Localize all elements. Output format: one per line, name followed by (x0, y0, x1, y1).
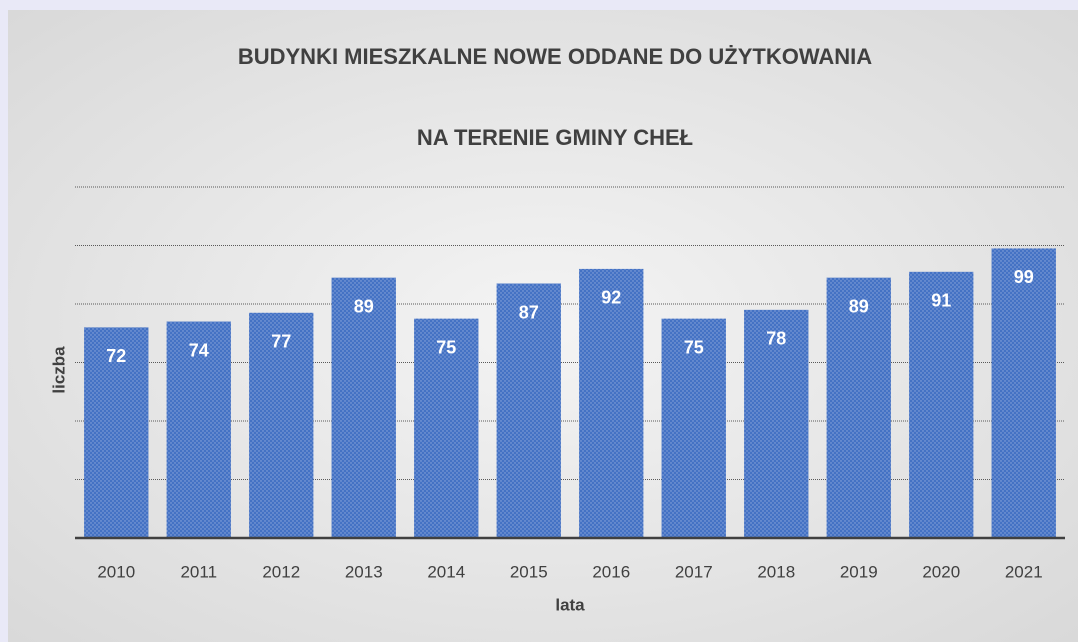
x-tick-label: 2016 (592, 562, 630, 581)
data-label: 72 (106, 346, 126, 366)
x-tick-label: 2019 (840, 562, 878, 581)
x-tick-label: 2017 (675, 562, 713, 581)
x-tick-label: 2011 (180, 562, 217, 581)
x-tick-label: 2015 (510, 562, 548, 581)
data-label: 89 (849, 296, 869, 316)
x-tick-label: 2012 (262, 562, 300, 581)
bar (496, 283, 561, 538)
x-tick-label: 2021 (1005, 562, 1043, 581)
chart-title: BUDYNKI MIESZKALNE NOWE ODDANE DO UŻYTKO… (238, 44, 872, 69)
data-label: 78 (766, 329, 786, 349)
bar (744, 309, 809, 538)
bar (249, 312, 314, 538)
data-label: 89 (354, 296, 374, 316)
x-tick-label: 2018 (757, 562, 795, 581)
x-tick-label: 2020 (922, 562, 960, 581)
bar (991, 248, 1056, 539)
data-label: 75 (436, 337, 456, 357)
bar (331, 277, 396, 538)
bar (414, 318, 479, 538)
x-tick-label: 2014 (427, 562, 465, 581)
bar (84, 327, 149, 538)
data-label: 75 (684, 337, 704, 357)
data-label: 92 (601, 288, 621, 308)
y-axis-label: liczba (49, 346, 68, 394)
bar (579, 268, 644, 538)
data-label: 74 (189, 340, 209, 360)
data-label: 77 (271, 332, 291, 352)
bar (661, 318, 726, 538)
bar (909, 271, 974, 538)
data-label: 87 (519, 302, 539, 322)
x-axis-label: lata (555, 595, 585, 614)
data-label: 91 (931, 291, 951, 311)
bar (166, 321, 231, 538)
x-tick-label: 2013 (345, 562, 383, 581)
x-tick-label: 2010 (97, 562, 135, 581)
bar (826, 277, 891, 538)
data-label: 99 (1014, 267, 1034, 287)
chart-title: NA TERENIE GMINY CHEŁ (417, 125, 693, 150)
